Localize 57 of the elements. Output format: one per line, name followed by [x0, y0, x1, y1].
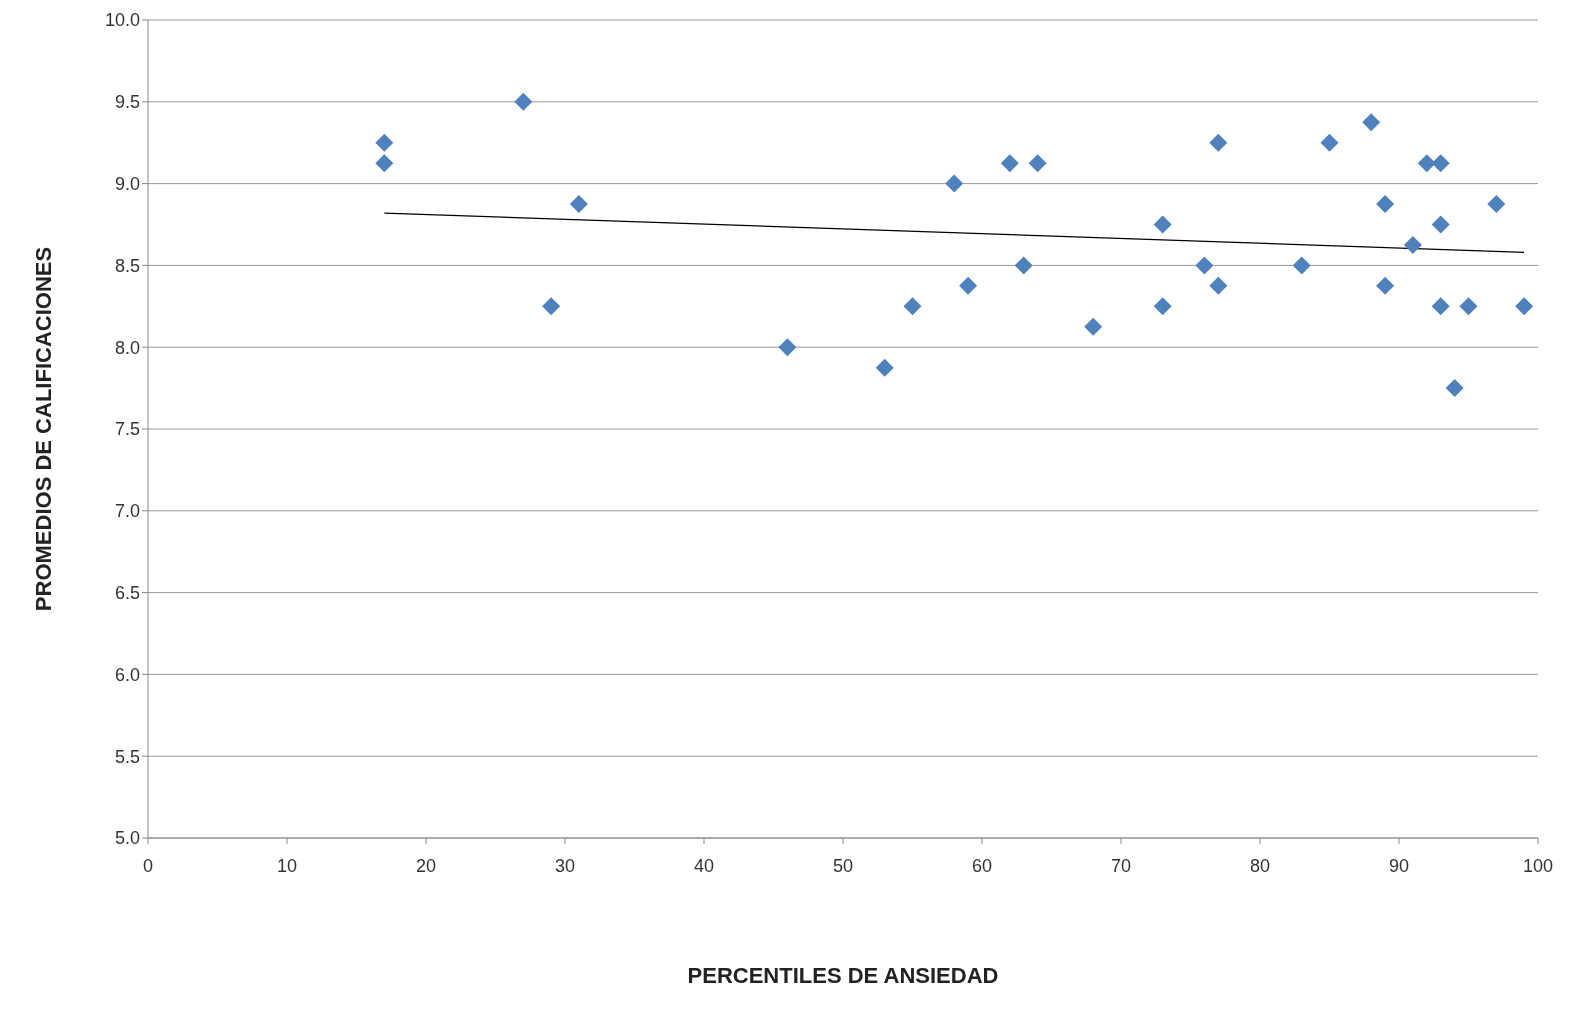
point	[542, 297, 561, 316]
y-tick-label: 5.5	[114, 746, 140, 767]
y-tick-label: 9.0	[114, 173, 140, 194]
x-tick-label: 60	[971, 856, 993, 876]
point	[1000, 154, 1019, 173]
x-tick-label: 40	[693, 856, 715, 876]
point	[1431, 215, 1450, 234]
point	[1320, 133, 1339, 152]
y-tick-label: 9.5	[114, 92, 140, 113]
point	[1459, 297, 1478, 316]
point	[1084, 317, 1103, 336]
point	[1403, 235, 1422, 254]
point	[569, 195, 588, 214]
point	[1153, 297, 1172, 316]
x-tick-label: 30	[554, 856, 576, 876]
point	[1376, 195, 1395, 214]
point	[1431, 297, 1450, 316]
y-tick-label: 5.0	[114, 828, 140, 849]
y-axis-title: PROMEDIOS DE CALIFICACIONES	[30, 246, 56, 612]
y-tick-label: 7.0	[114, 501, 140, 522]
y-tick-label: 6.0	[114, 664, 140, 685]
x-tick-label: 90	[1388, 856, 1410, 876]
x-tick-label: 0	[142, 856, 154, 876]
point	[1515, 297, 1534, 316]
point	[778, 338, 797, 357]
point	[1431, 154, 1450, 173]
y-tick-label: 8.5	[114, 255, 140, 276]
point	[1153, 215, 1172, 234]
point	[903, 297, 922, 316]
point	[1487, 195, 1506, 214]
x-tick-label: 10	[276, 856, 298, 876]
point	[959, 276, 978, 295]
point	[1209, 133, 1228, 152]
x-tick-label: 50	[832, 856, 854, 876]
point	[375, 133, 394, 152]
x-tick-label: 100	[1522, 856, 1554, 876]
point	[945, 174, 964, 193]
y-tick-label: 10.0	[104, 10, 140, 31]
point	[514, 92, 533, 111]
point	[875, 358, 894, 377]
point	[1028, 154, 1047, 173]
point	[1292, 256, 1311, 275]
y-tick-label: 8.0	[114, 337, 140, 358]
x-tick-label: 20	[415, 856, 437, 876]
point	[1362, 113, 1381, 132]
point	[1014, 256, 1033, 275]
y-tick-label: 6.5	[114, 582, 140, 603]
point	[1376, 276, 1395, 295]
x-tick-label: 80	[1249, 856, 1271, 876]
point	[1195, 256, 1214, 275]
x-axis-title: PERCENTILES DE ANSIEDAD	[687, 963, 999, 988]
point	[375, 154, 394, 173]
x-tick-label: 70	[1110, 856, 1132, 876]
y-tick-label: 7.5	[114, 419, 140, 440]
point	[1417, 154, 1436, 173]
point	[1209, 276, 1228, 295]
point	[1445, 379, 1464, 398]
